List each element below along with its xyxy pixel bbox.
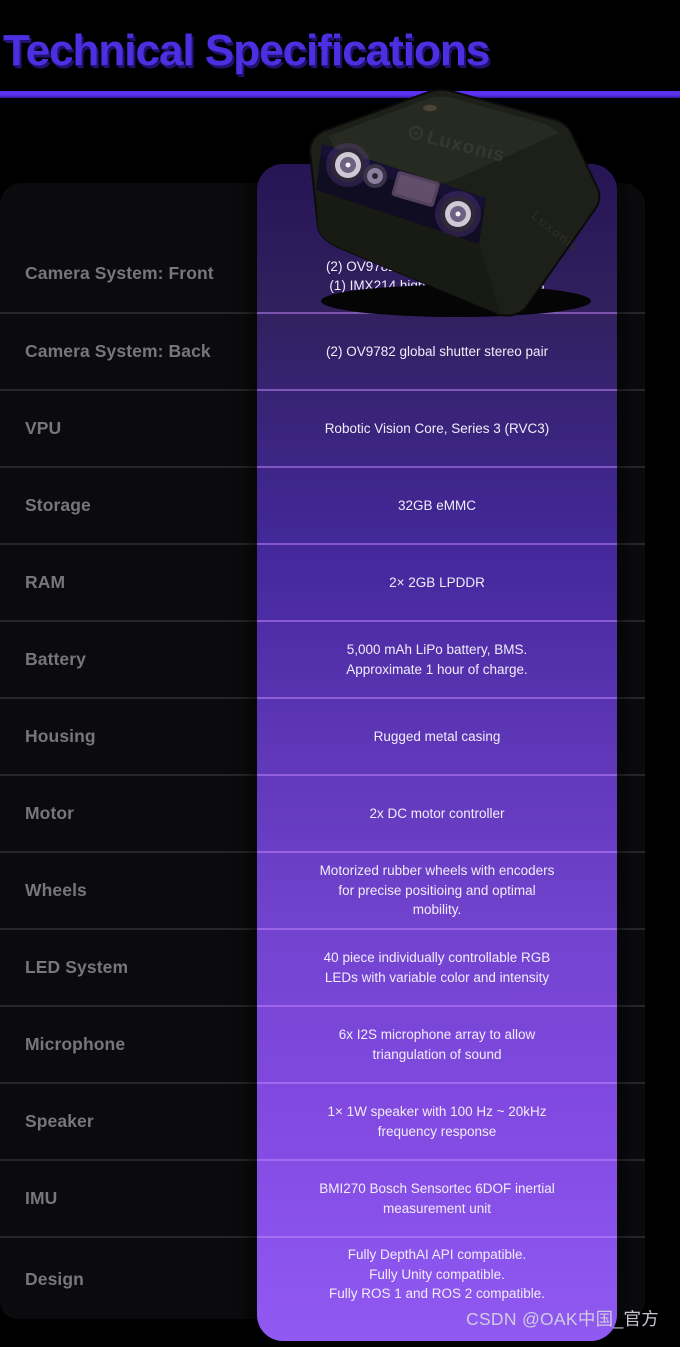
row-label-microphone: Microphone	[25, 1034, 126, 1054]
row-label-battery: Battery	[25, 649, 87, 669]
device-lid	[328, 96, 559, 183]
device-lower-bezel	[316, 190, 501, 315]
value-wheels: Motorized rubber wheels with encoders fo…	[257, 851, 617, 928]
row-label-vpu: VPU	[25, 418, 62, 438]
value-speaker: 1× 1W speaker with 100 Hz ~ 20kHz freque…	[257, 1082, 617, 1159]
value-battery: 5,000 mAh LiPo battery, BMS. Approximate…	[257, 620, 617, 697]
title-underline	[0, 91, 680, 98]
device-image: Luxonis Luxonis	[296, 86, 614, 318]
value-design: Fully DepthAI API compatible. Fully Unit…	[257, 1236, 617, 1341]
row-label-housing: Housing	[25, 726, 96, 746]
value-housing: Rugged metal casing	[257, 697, 617, 774]
value-motor: 2x DC motor controller	[257, 774, 617, 851]
row-label-camera-front: Camera System: Front	[25, 263, 214, 283]
right-lens	[435, 191, 481, 237]
row-label-imu: IMU	[25, 1188, 58, 1208]
value-imu: BMI270 Bosch Sensortec 6DOF inertial mea…	[257, 1159, 617, 1236]
page-title: Technical Specifications	[3, 26, 490, 75]
row-label-camera-back: Camera System: Back	[25, 341, 211, 361]
row-label-storage: Storage	[25, 495, 91, 515]
device-photo-svg: Luxonis Luxonis	[308, 88, 601, 317]
value-camera-back: (2) OV9782 global shutter stereo pair	[257, 312, 617, 389]
value-panel: (2) OV9782 global shutter stereo pair (1…	[257, 164, 617, 1341]
sensor-window	[391, 171, 440, 207]
rgb-lens	[363, 164, 387, 188]
value-microphone: 6x I2S microphone array to allow triangu…	[257, 1005, 617, 1082]
left-lens	[326, 143, 370, 187]
row-label-motor: Motor	[25, 803, 75, 823]
value-storage: 32GB eMMC	[257, 466, 617, 543]
device-port	[423, 104, 437, 112]
value-led-system: 40 piece individually controllable RGB L…	[257, 928, 617, 1005]
row-label-wheels: Wheels	[25, 880, 87, 900]
row-label-ram: RAM	[25, 572, 66, 592]
value-ram: 2× 2GB LPDDR	[257, 543, 617, 620]
row-label-led-system: LED System	[25, 957, 129, 977]
row-label-design: Design	[25, 1268, 84, 1289]
watermark: CSDN @OAK中国_官方	[466, 1309, 660, 1329]
row-label-speaker: Speaker	[25, 1111, 94, 1131]
table-row: Camera System: Front	[0, 235, 645, 312]
value-vpu: Robotic Vision Core, Series 3 (RVC3)	[257, 389, 617, 466]
